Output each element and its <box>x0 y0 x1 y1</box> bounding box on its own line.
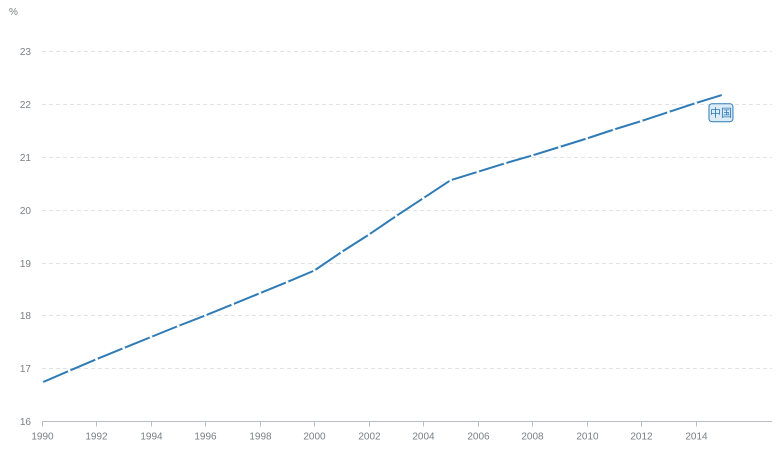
x-tick-label: 2010 <box>576 432 599 443</box>
y-tick-label: 21 <box>20 153 32 164</box>
data-point <box>503 161 507 165</box>
x-tick-label: 2004 <box>412 432 435 443</box>
data-point <box>667 110 670 114</box>
data-point <box>95 357 98 361</box>
data-point <box>258 291 262 295</box>
data-point <box>612 128 616 131</box>
data-point <box>313 269 316 272</box>
x-tick-label: 1990 <box>31 432 54 443</box>
x-tick-label: 2000 <box>303 432 326 443</box>
y-axis: 16 17 18 19 20 21 22 23 <box>20 47 32 428</box>
data-point <box>176 324 180 328</box>
series-line <box>41 93 724 384</box>
data-point <box>639 119 643 123</box>
data-point <box>585 137 589 140</box>
data-point <box>367 233 371 237</box>
data-point <box>231 302 235 306</box>
data-point <box>40 381 44 384</box>
series-end-label: 中国 <box>708 103 734 123</box>
y-tick-label: 18 <box>20 311 32 322</box>
data-point <box>285 280 289 284</box>
x-tick-label: 2002 <box>358 432 381 443</box>
data-point <box>122 346 126 350</box>
data-point <box>204 314 207 317</box>
data-point <box>394 214 398 218</box>
x-tick-label: 1996 <box>194 432 217 443</box>
data-point <box>67 369 71 373</box>
y-tick-label: 16 <box>20 417 32 428</box>
y-tick-label: 23 <box>20 47 32 58</box>
series-name-label: 中国 <box>710 107 732 120</box>
x-axis: 1990 1992 1994 1996 1998 2000 2002 2004 2006 2008… <box>31 421 772 443</box>
x-tick-label: 1992 <box>85 432 108 443</box>
y-unit-label: % <box>9 7 18 18</box>
x-tick-label: 2012 <box>630 432 653 443</box>
x-tick-label: 1998 <box>249 432 272 443</box>
data-point <box>421 196 425 200</box>
data-point <box>558 145 561 149</box>
grid-layer <box>42 51 772 369</box>
x-tick-label: 2008 <box>521 432 544 443</box>
data-point <box>530 154 534 157</box>
data-point <box>721 93 725 97</box>
x-tick-label: 1994 <box>140 432 163 443</box>
y-tick-label: 17 <box>20 364 32 375</box>
x-tick-label: 2014 <box>685 432 708 443</box>
data-point <box>476 170 480 174</box>
y-tick-label: 19 <box>20 259 32 270</box>
x-tick-label: 2006 <box>467 432 490 443</box>
series-label-box <box>708 103 734 123</box>
data-point <box>694 101 698 105</box>
y-tick-label: 22 <box>20 100 32 111</box>
y-tick-label: 20 <box>20 206 32 217</box>
data-point <box>149 335 153 339</box>
data-point <box>340 250 343 254</box>
data-point <box>449 178 452 182</box>
series-layer <box>40 93 725 384</box>
